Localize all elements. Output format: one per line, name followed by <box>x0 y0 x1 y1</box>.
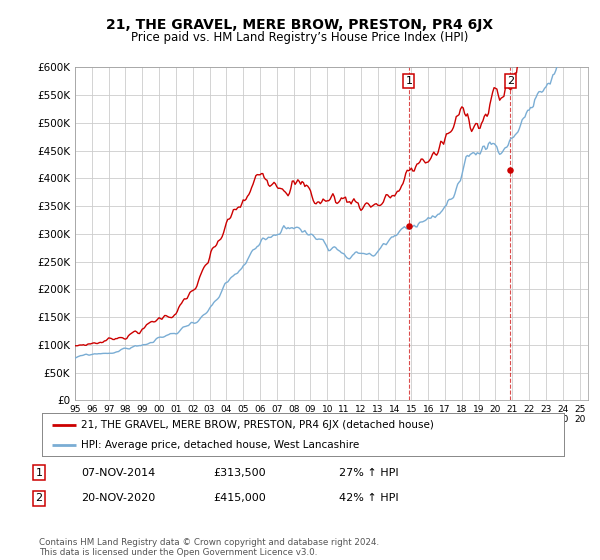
Text: 1: 1 <box>35 468 43 478</box>
Text: 42% ↑ HPI: 42% ↑ HPI <box>339 493 398 503</box>
Text: Contains HM Land Registry data © Crown copyright and database right 2024.
This d: Contains HM Land Registry data © Crown c… <box>39 538 379 557</box>
Text: HPI: Average price, detached house, West Lancashire: HPI: Average price, detached house, West… <box>81 441 359 450</box>
Text: 07-NOV-2014: 07-NOV-2014 <box>81 468 155 478</box>
Point <box>506 165 515 174</box>
Text: £415,000: £415,000 <box>213 493 266 503</box>
Text: 21, THE GRAVEL, MERE BROW, PRESTON, PR4 6JX (detached house): 21, THE GRAVEL, MERE BROW, PRESTON, PR4 … <box>81 420 434 430</box>
Text: 2: 2 <box>35 493 43 503</box>
Point <box>404 222 413 231</box>
Text: 21, THE GRAVEL, MERE BROW, PRESTON, PR4 6JX: 21, THE GRAVEL, MERE BROW, PRESTON, PR4 … <box>106 18 494 32</box>
Text: 20-NOV-2020: 20-NOV-2020 <box>81 493 155 503</box>
Text: 27% ↑ HPI: 27% ↑ HPI <box>339 468 398 478</box>
Text: Price paid vs. HM Land Registry’s House Price Index (HPI): Price paid vs. HM Land Registry’s House … <box>131 31 469 44</box>
Text: £313,500: £313,500 <box>213 468 266 478</box>
Text: 1: 1 <box>406 76 412 86</box>
Text: 2: 2 <box>507 76 514 86</box>
